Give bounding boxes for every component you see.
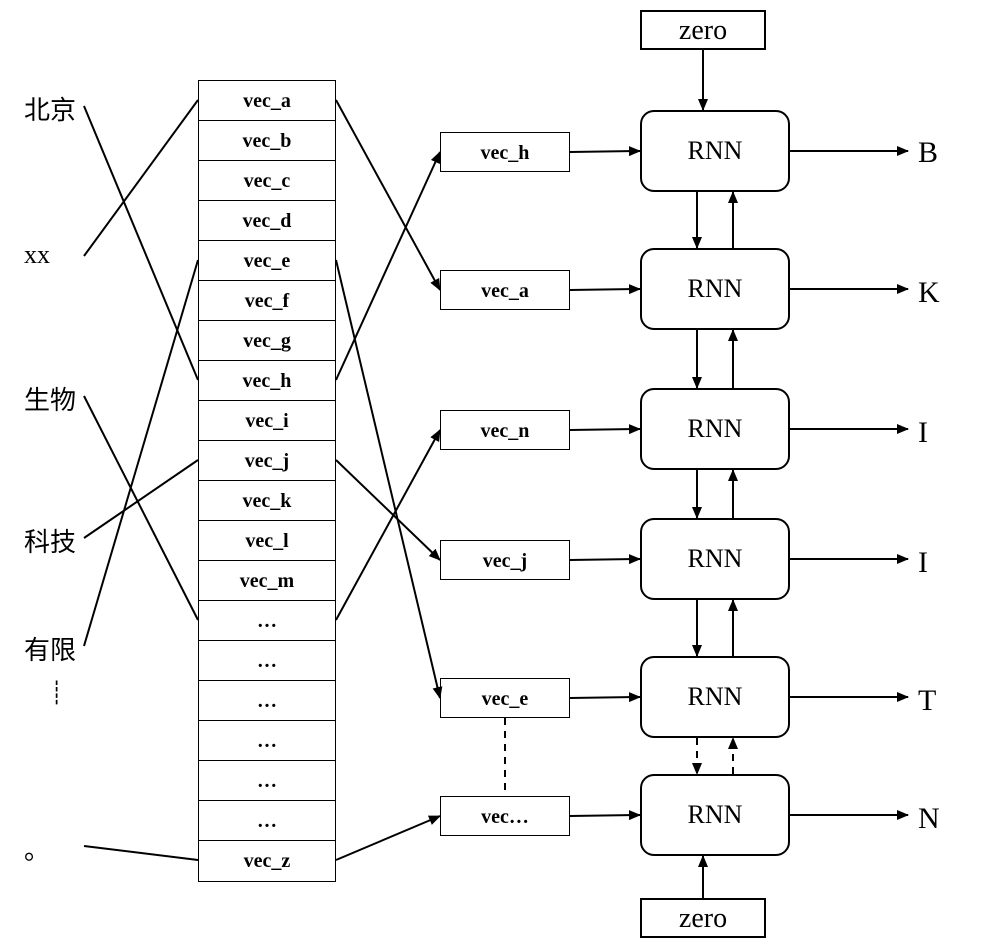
input-word-2: 生物 (24, 380, 76, 417)
vec-cell-8: vec_i (199, 401, 335, 441)
rnn-cell-5: RNN (640, 774, 790, 856)
rnn-cell-2: RNN (640, 388, 790, 470)
vec-cell-4: vec_e (199, 241, 335, 281)
zero-box-bottom: zero (640, 898, 766, 938)
input-word-3: 科技 (24, 522, 76, 559)
vec-cell-11: vec_l (199, 521, 335, 561)
rnn-cell-4: RNN (640, 656, 790, 738)
mid-vec-2: vec_n (440, 410, 570, 450)
output-label-1: K (918, 276, 940, 310)
output-label-0: B (918, 136, 938, 170)
vec-cell-18: … (199, 801, 335, 841)
vec-cell-10: vec_k (199, 481, 335, 521)
vec-cell-1: vec_b (199, 121, 335, 161)
output-label-3: I (918, 546, 928, 580)
input-word-0: 北京 (24, 90, 76, 127)
vec-cell-3: vec_d (199, 201, 335, 241)
input-ellipsis: ┊ (50, 680, 63, 706)
vector-table: vec_avec_bvec_cvec_dvec_evec_fvec_gvec_h… (198, 80, 336, 882)
mid-vec-1: vec_a (440, 270, 570, 310)
input-word-4: 有限 (24, 630, 76, 667)
vec-cell-6: vec_g (199, 321, 335, 361)
output-label-5: N (918, 802, 940, 836)
input-word-5: 。 (24, 830, 50, 867)
rnn-cell-1: RNN (640, 248, 790, 330)
vec-cell-9: vec_j (199, 441, 335, 481)
output-label-2: I (918, 416, 928, 450)
rnn-cell-3: RNN (640, 518, 790, 600)
vec-cell-14: … (199, 641, 335, 681)
mid-vec-0: vec_h (440, 132, 570, 172)
vec-cell-12: vec_m (199, 561, 335, 601)
input-word-1: xx (24, 240, 50, 270)
vec-cell-5: vec_f (199, 281, 335, 321)
mid-vec-4: vec_e (440, 678, 570, 718)
rnn-cell-0: RNN (640, 110, 790, 192)
zero-box-top: zero (640, 10, 766, 50)
vec-cell-7: vec_h (199, 361, 335, 401)
vec-cell-2: vec_c (199, 161, 335, 201)
output-label-4: T (918, 684, 936, 718)
vec-cell-19: vec_z (199, 841, 335, 881)
vec-cell-17: … (199, 761, 335, 801)
vec-cell-13: … (199, 601, 335, 641)
vec-cell-0: vec_a (199, 81, 335, 121)
mid-vec-5: vec… (440, 796, 570, 836)
vec-cell-15: … (199, 681, 335, 721)
vec-cell-16: … (199, 721, 335, 761)
mid-vec-3: vec_j (440, 540, 570, 580)
